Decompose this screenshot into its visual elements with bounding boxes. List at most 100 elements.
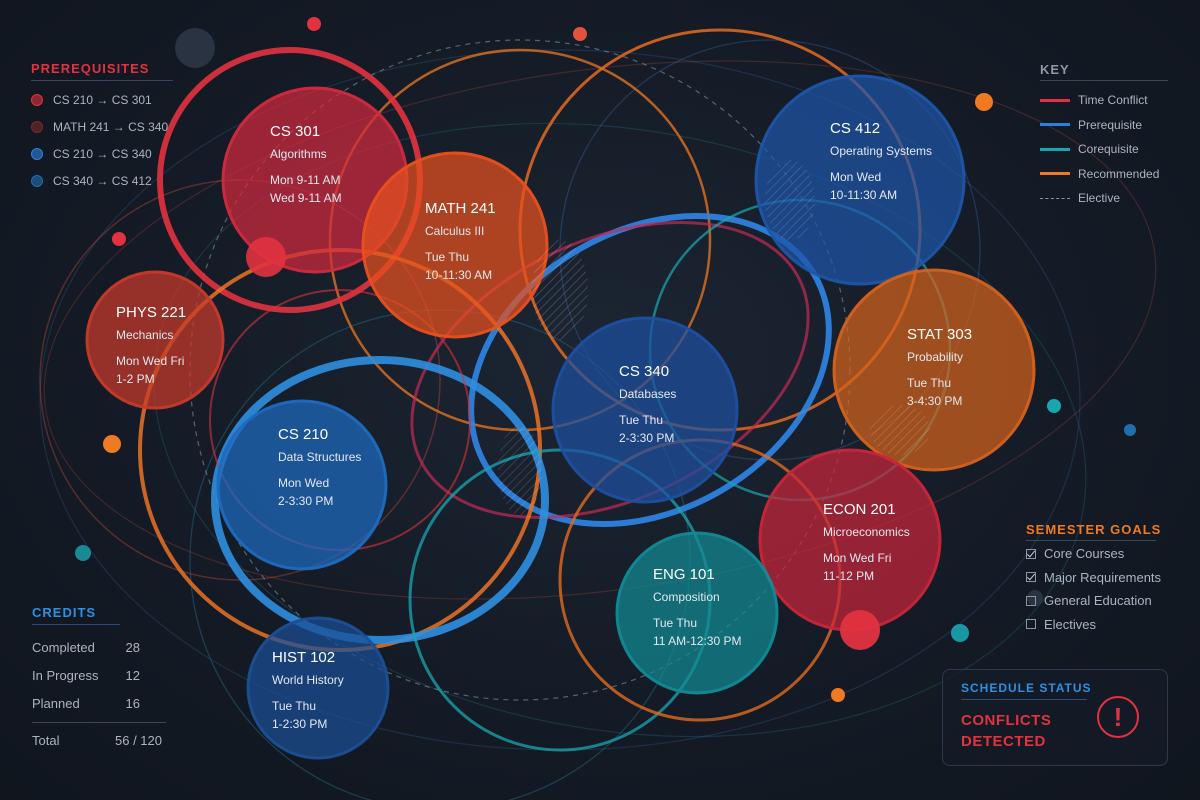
course-phys221[interactable]: PHYS 221 Mechanics Mon Wed Fri 1-2 PM [85,270,225,410]
goal-item[interactable]: General Education [1026,593,1152,608]
key-line-icon [1040,123,1070,126]
course-bubble[interactable] [361,151,549,339]
credits-total-row: Total 56 / 120 [32,733,162,748]
key-line-icon [1040,172,1070,175]
prerequisite-label: CS 340 → CS 412 [53,174,152,188]
course-time: Mon Wed [830,170,881,184]
course-cs210[interactable]: CS 210 Data Structures Mon Wed 2-3:30 PM [216,399,388,571]
course-bubble[interactable] [551,316,739,504]
course-code: PHYS 221 [116,304,186,321]
key-item: Corequisite [1040,142,1139,156]
course-code: CS 412 [830,120,880,137]
course-cs340[interactable]: CS 340 Databases Tue Thu 2-3:30 PM [551,316,739,504]
goal-checkbox[interactable] [1026,619,1036,629]
course-bubble[interactable] [216,399,388,571]
goal-checkbox[interactable] [1026,548,1036,559]
key-divider [1040,80,1168,81]
prerequisite-label: CS 210 → CS 340 [53,147,152,161]
goal-label: General Education [1044,593,1152,608]
course-name: Operating Systems [830,144,932,158]
node-dot [246,237,286,277]
course-bubbles: CS 301 Algorithms Mon 9-11 AM Wed 9-11 AM MA… [85,74,1036,760]
goal-item[interactable]: Electives [1026,617,1096,632]
prerequisite-item: CS 210 → CS 301 [31,93,152,107]
key-label: Corequisite [1078,142,1139,156]
course-stat303[interactable]: STAT 303 Probability Tue Thu 3-4:30 PM [832,268,1036,472]
course-time: Tue Thu [653,616,697,630]
credits-label: Completed [32,640,95,655]
credits-total-divider [32,722,166,723]
course-time: Tue Thu [907,376,951,390]
node-dot [307,17,321,31]
course-code: CS 340 [619,363,669,380]
course-cs412[interactable]: CS 412 Operating Systems Mon Wed 10-11:30 A… [754,74,966,286]
goal-label: Electives [1044,616,1097,632]
course-eng101[interactable]: ENG 101 Composition Tue Thu 11 AM-12:30 PM [615,531,779,695]
course-hist102[interactable]: HIST 102 World History Tue Thu 1-2:30 PM [246,616,390,760]
goals-title: SEMESTER GOALS [1026,522,1162,537]
key-item: Elective [1040,191,1120,205]
prerequisite-item: CS 210 → CS 340 [31,147,152,161]
goal-checkbox[interactable] [1026,595,1036,606]
credits-value: 12 [125,668,140,683]
prerequisites-title: PREREQUISITES [31,61,150,76]
node-dot [975,93,993,111]
credits-row: Planned 16 [32,696,140,711]
node-dot [1124,424,1136,436]
course-bubble[interactable] [85,270,225,410]
node-dot [103,435,121,453]
overlap-hatch [870,405,930,455]
schedule-status-divider [961,699,1087,700]
course-time: 2-3:30 PM [278,494,333,508]
key-title: KEY [1040,62,1070,77]
course-name: World History [272,673,344,687]
key-item: Prerequisite [1040,118,1142,132]
course-math241[interactable]: MATH 241 Calculus III Tue Thu 10-11:30 AM [361,151,549,339]
prerequisite-dot-icon [31,175,43,187]
course-time: 10-11:30 AM [425,268,492,282]
node-dot [1047,399,1061,413]
course-time: Tue Thu [425,250,469,264]
credits-title: CREDITS [32,605,97,620]
course-time: Mon Wed Fri [116,354,184,368]
schedule-status-card: SCHEDULE STATUS CONFLICTS DETECTED ! [942,669,1168,766]
course-time: Wed 9-11 AM [270,191,342,205]
course-time: 10-11:30 AM [830,188,897,202]
schedule-status-title: SCHEDULE STATUS [961,681,1092,695]
goal-checkbox[interactable] [1026,572,1036,582]
goal-item[interactable]: Core Courses [1026,546,1124,561]
overlap-hatch [498,425,542,515]
course-time: 11 AM-12:30 PM [653,634,742,648]
course-time: Mon 9-11 AM [270,173,340,187]
course-code: ENG 101 [653,566,715,583]
course-time: 2-3:30 PM [619,431,674,445]
goal-item[interactable]: Major Requirements [1026,570,1161,585]
course-code: ECON 201 [823,501,896,518]
course-name: Data Structures [278,450,361,464]
overlap-hatching [498,160,930,515]
key-line-icon [1040,147,1070,151]
overlap-hatch [765,160,815,240]
node-dot [951,624,969,642]
course-bubble[interactable] [246,616,390,760]
key-label: Time Conflict [1078,93,1148,107]
key-label: Recommended [1078,166,1160,181]
key-label: Elective [1078,191,1121,205]
prerequisite-dot-icon [31,94,43,106]
course-bubble[interactable] [615,531,779,695]
course-time: 11-12 PM [823,569,874,583]
course-code: STAT 303 [907,326,972,343]
goal-label: Major Requirements [1044,569,1162,585]
node-dots [75,17,1136,702]
course-name: Composition [653,590,720,604]
course-time: 1-2 PM [116,372,155,386]
key-item: Time Conflict [1040,93,1148,107]
course-bubble[interactable] [754,74,966,286]
course-cs301[interactable]: CS 301 Algorithms Mon 9-11 AM Wed 9-11 AM [221,86,409,274]
course-econ201[interactable]: ECON 201 Microeconomics Mon Wed Fri 11-12 P… [758,448,942,632]
course-bubble[interactable] [758,448,942,632]
course-name: Microeconomics [823,525,910,539]
node-dot [175,28,215,68]
course-bubble[interactable] [832,268,1036,472]
goals-divider [1026,540,1156,541]
